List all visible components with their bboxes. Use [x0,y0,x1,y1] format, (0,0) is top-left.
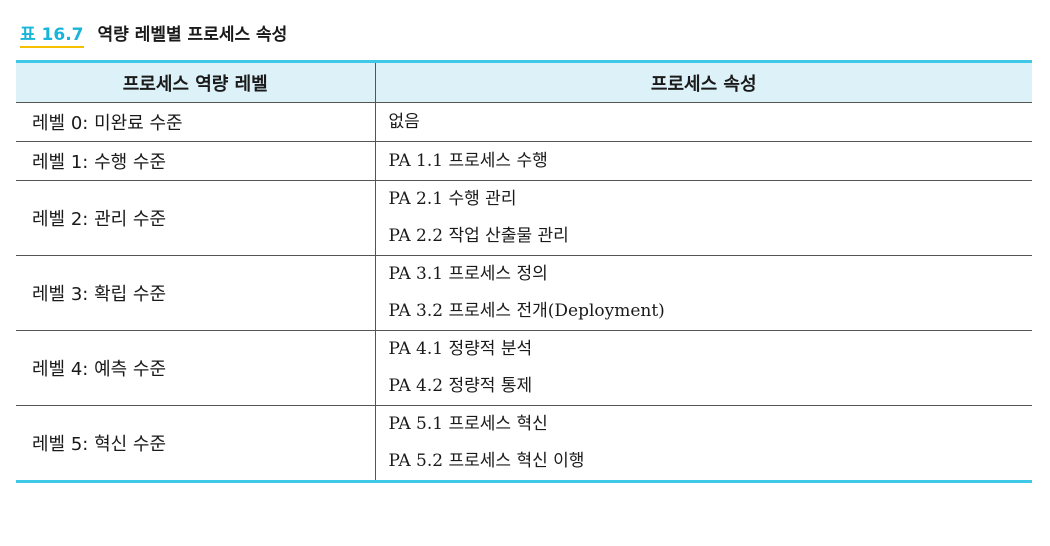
attribute-item: PA 3.1 프로세스 정의 [388,264,548,284]
attribute-item: PA 4.1 정량적 분석 [388,339,533,359]
level-cell: 레벨 1: 수행 수준 [16,141,376,181]
table-row: 레벨 0: 미완료 수준 없음 [16,102,1032,142]
attribute-item: PA 5.1 프로세스 혁신 [388,414,548,434]
table-number: 표 16.7 [20,20,84,48]
attributes-cell: PA 5.1 프로세스 혁신 PA 5.2 프로세스 혁신 이행 [375,405,1032,482]
table-row: 레벨 1: 수행 수준 PA 1.1 프로세스 수행 [16,141,1032,181]
table-row: 레벨 2: 관리 수준 PA 2.1 수행 관리 PA 2.2 작업 산출물 관… [16,180,1032,256]
attribute-item: PA 2.2 작업 산출물 관리 [388,226,569,246]
attribute-item: PA 3.2 프로세스 전개(Deployment) [388,301,665,321]
process-attribute-table: 프로세스 역량 레벨 프로세스 속성 레벨 0: 미완료 수준 없음 레벨 1:… [16,60,1032,483]
attribute-item: PA 5.2 프로세스 혁신 이행 [388,451,585,471]
level-cell: 레벨 2: 관리 수준 [16,180,376,256]
table-row: 레벨 4: 예측 수준 PA 4.1 정량적 분석 PA 4.2 정량적 통제 [16,330,1032,406]
attribute-item: PA 2.1 수행 관리 [388,189,517,209]
level-cell: 레벨 5: 혁신 수준 [16,405,376,482]
attribute-item: PA 1.1 프로세스 수행 [388,150,548,171]
level-cell: 레벨 0: 미완료 수준 [16,102,376,142]
header-capability-level: 프로세스 역량 레벨 [16,61,376,103]
table-row: 레벨 5: 혁신 수준 PA 5.1 프로세스 혁신 PA 5.2 프로세스 혁… [16,405,1032,482]
attribute-item: PA 4.2 정량적 통제 [388,376,533,396]
header-row: 프로세스 역량 레벨 프로세스 속성 [16,61,1032,103]
attributes-cell: PA 2.1 수행 관리 PA 2.2 작업 산출물 관리 [375,180,1032,256]
table-row: 레벨 3: 확립 수준 PA 3.1 프로세스 정의 PA 3.2 프로세스 전… [16,255,1032,331]
attributes-cell: PA 4.1 정량적 분석 PA 4.2 정량적 통제 [375,330,1032,406]
attributes-cell: PA 3.1 프로세스 정의 PA 3.2 프로세스 전개(Deployment… [375,255,1032,331]
level-cell: 레벨 3: 확립 수준 [16,255,376,331]
header-process-attributes: 프로세스 속성 [375,61,1032,103]
attributes-cell: PA 1.1 프로세스 수행 [375,141,1032,181]
attributes-cell: 없음 [375,102,1032,142]
table-caption: 표 16.7 역량 레벨별 프로세스 속성 [20,20,288,48]
level-cell: 레벨 4: 예측 수준 [16,330,376,406]
attribute-item: 없음 [388,111,420,132]
table-title: 역량 레벨별 프로세스 속성 [97,25,288,45]
